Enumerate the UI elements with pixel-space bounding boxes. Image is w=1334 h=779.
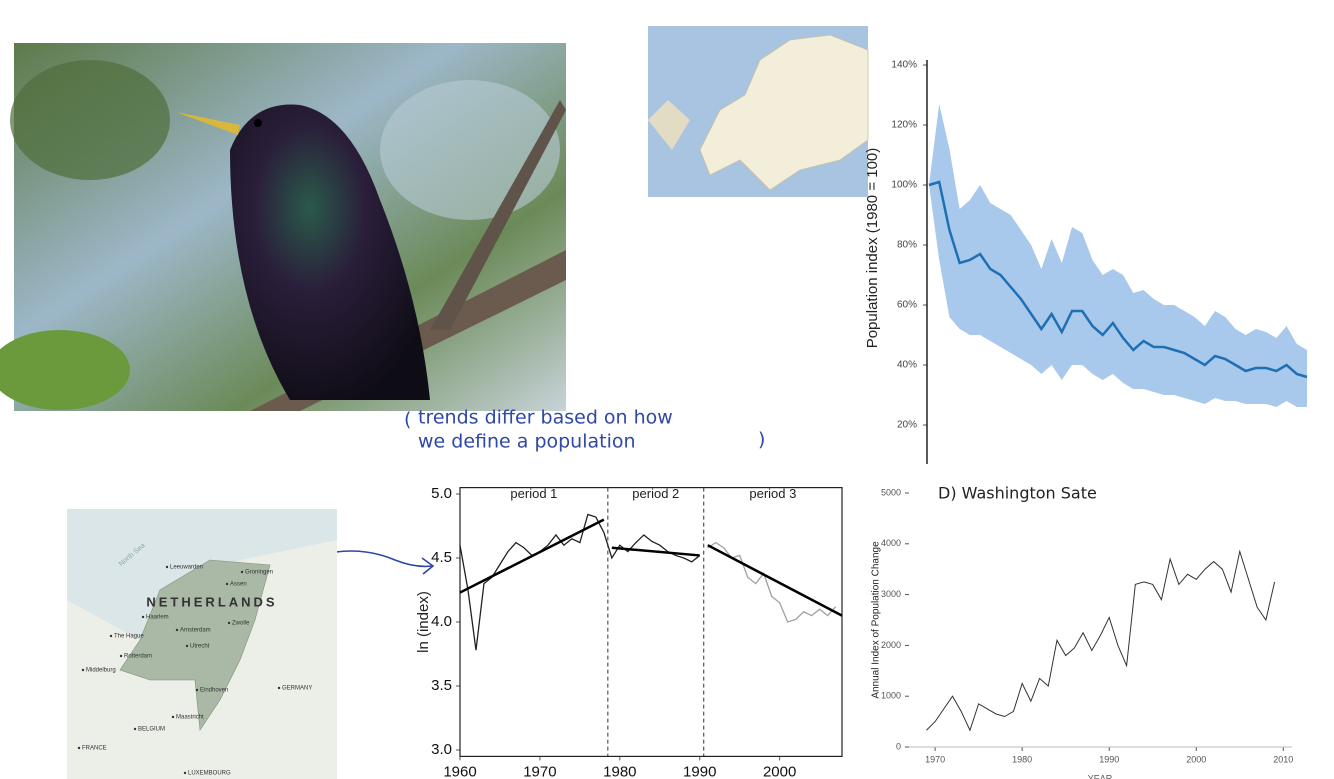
chart-title: D) Washington Sate xyxy=(938,484,1097,503)
y-tick-label: 2000 xyxy=(881,640,901,650)
y-tick-label: 120% xyxy=(891,120,917,131)
place-label: Middelburg xyxy=(86,668,116,674)
y-tick-label: 0 xyxy=(896,741,901,751)
place-dot xyxy=(195,688,199,692)
place-dot xyxy=(133,727,137,731)
period-label: period 1 xyxy=(510,486,557,501)
series-line xyxy=(459,513,701,651)
place-dot xyxy=(183,771,187,775)
series-line xyxy=(707,541,837,623)
place-dot xyxy=(119,654,123,658)
place-label: Utrecht xyxy=(190,644,210,650)
y-tick-label: 1000 xyxy=(881,691,901,701)
place-label: Leeuwarden xyxy=(170,565,203,571)
arrow xyxy=(319,550,435,575)
y-tick-label: 5000 xyxy=(881,487,901,497)
place-label: Haarlem xyxy=(146,615,169,621)
paren: ) xyxy=(758,429,765,451)
period-label: period 2 xyxy=(632,486,679,501)
netherlands-map: NETHERLANDS North Sea xyxy=(67,509,337,779)
place-label: FRANCE xyxy=(82,746,107,752)
y-tick-label: 3.5 xyxy=(431,677,452,694)
place-dot xyxy=(81,668,85,672)
x-tick-label: 2000 xyxy=(1186,754,1206,764)
place-label: Maastricht xyxy=(176,715,204,721)
place-dot xyxy=(77,746,81,750)
place-label: Assen xyxy=(230,582,247,588)
series-line xyxy=(459,518,605,594)
x-tick-label: 2000 xyxy=(763,763,796,779)
country-label: NETHERLANDS xyxy=(146,594,277,609)
place-dot xyxy=(227,621,231,625)
place-dot xyxy=(277,686,281,690)
y-tick-label: 100% xyxy=(891,180,917,191)
y-axis-label: ln (index) xyxy=(415,591,432,653)
y-tick-label: 4000 xyxy=(881,538,901,548)
place-label: LUXEMBOURG xyxy=(188,771,231,777)
place-label: The Hague xyxy=(114,634,144,640)
place-dot xyxy=(165,565,169,569)
annotation: ( trends differ based on how we define a… xyxy=(404,407,765,453)
paren: ( xyxy=(404,409,411,431)
x-tick-label: 1980 xyxy=(603,763,636,779)
x-tick-label: 1970 xyxy=(925,754,945,764)
trend-line xyxy=(928,180,1308,379)
period-label: period 3 xyxy=(749,486,796,501)
x-tick-label: 1960 xyxy=(443,763,476,779)
series-line xyxy=(611,546,700,557)
y-tick-label: 5.0 xyxy=(431,485,452,502)
y-axis-label: Annual Index of Population Change xyxy=(871,541,882,699)
x-axis-label: YEAR xyxy=(1088,773,1113,779)
y-tick-label: 40% xyxy=(897,360,917,371)
place-label: Groningen xyxy=(245,570,273,576)
place-dot xyxy=(240,570,244,574)
europe-map xyxy=(648,26,869,197)
y-tick-label: 140% xyxy=(891,60,917,71)
place-label: Amsterdam xyxy=(180,628,211,634)
series-line xyxy=(707,544,843,617)
place-label: Eindhoven xyxy=(200,688,228,694)
x-tick-label: 1990 xyxy=(1099,754,1119,764)
y-tick-label: 20% xyxy=(897,420,917,431)
place-label: Rotterdam xyxy=(124,654,152,660)
plot-frame xyxy=(459,487,843,757)
confidence-band xyxy=(929,104,1307,407)
annotation-line: trends differ based on how xyxy=(418,407,673,429)
y-axis-label: Population index (1980 = 100) xyxy=(864,148,881,349)
y-tick-label: 3000 xyxy=(881,589,901,599)
place-dot xyxy=(109,634,113,638)
x-tick-label: 1970 xyxy=(523,763,556,779)
place-label: Zwolle xyxy=(232,621,250,627)
place-dot xyxy=(141,615,145,619)
bird-photo xyxy=(0,43,566,411)
y-tick-label: 80% xyxy=(897,240,917,251)
y-tick-label: 4.5 xyxy=(431,549,452,566)
x-tick-label: 1980 xyxy=(1012,754,1032,764)
y-tick-label: 4.0 xyxy=(431,613,452,630)
y-tick-label: 3.0 xyxy=(431,741,452,758)
place-dot xyxy=(175,628,179,632)
place-label: BELGIUM xyxy=(138,727,165,733)
place-dot xyxy=(225,582,229,586)
x-tick-label: 1990 xyxy=(683,763,716,779)
annotation-line: we define a population xyxy=(418,431,636,453)
place-dot xyxy=(185,644,189,648)
y-tick-label: 60% xyxy=(897,300,917,311)
place-label: GERMANY xyxy=(282,686,312,692)
series-line xyxy=(926,549,1276,732)
x-tick-label: 2010 xyxy=(1273,754,1293,764)
place-dot xyxy=(171,715,175,719)
